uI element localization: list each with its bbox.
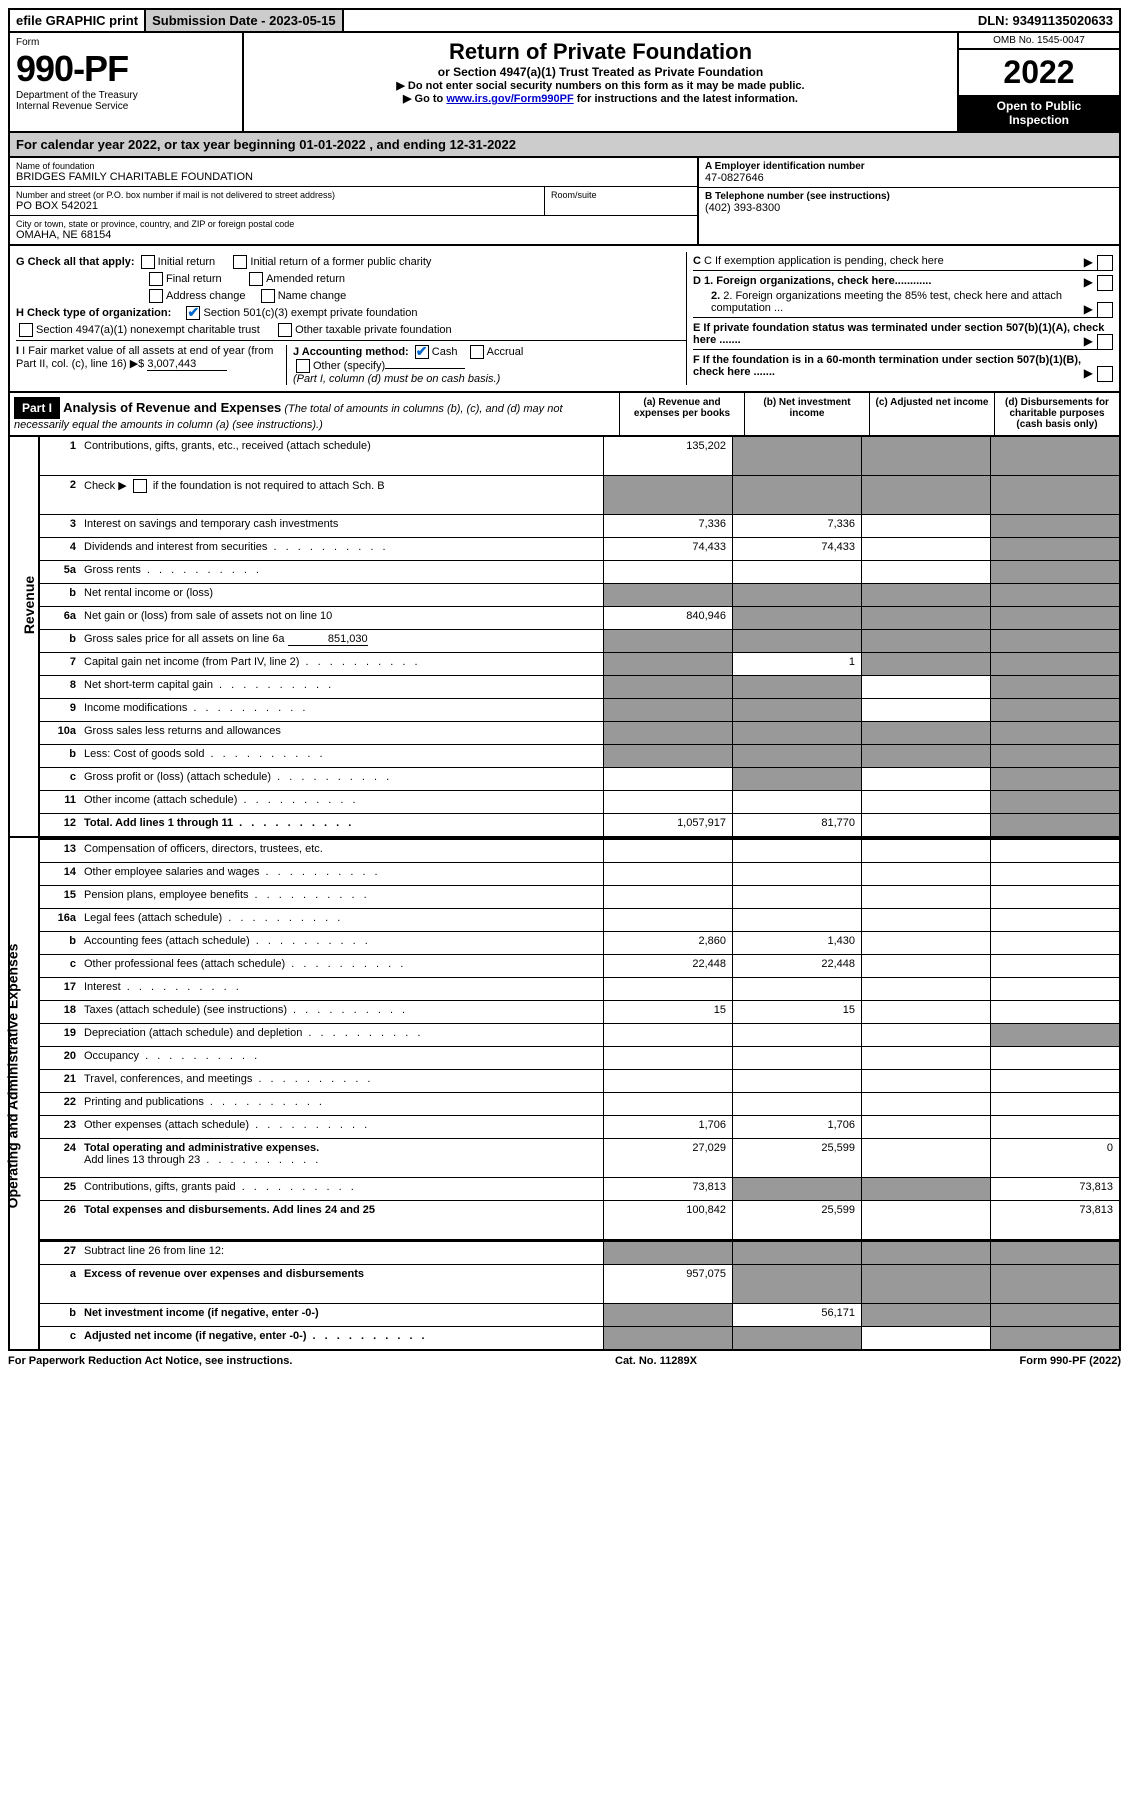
col-a-header: (a) Revenue and expenses per books: [619, 393, 744, 435]
line-d1: D 1. Foreign organizations, check here..…: [693, 270, 1113, 287]
fmv-value: 3,007,443: [147, 358, 227, 371]
footer-mid: Cat. No. 11289X: [615, 1355, 697, 1367]
top-bar: efile GRAPHIC print Submission Date - 20…: [8, 8, 1121, 33]
checkbox-name[interactable]: [261, 289, 275, 303]
checkbox-other-taxable[interactable]: [278, 323, 292, 337]
city-cell: City or town, state or province, country…: [10, 216, 697, 244]
info-right: A Employer identification number 47-0827…: [697, 158, 1119, 244]
form-number: 990-PF: [16, 48, 236, 90]
line-h: H Check type of organization: Section 50…: [16, 306, 686, 320]
checkbox-initial-former[interactable]: [233, 255, 247, 269]
checkbox-4947[interactable]: [19, 323, 33, 337]
checkbox-initial[interactable]: [141, 255, 155, 269]
checkbox-final[interactable]: [149, 272, 163, 286]
checkbox-c[interactable]: [1097, 255, 1113, 271]
checkbox-cash[interactable]: [415, 345, 429, 359]
page-footer: For Paperwork Reduction Act Notice, see …: [8, 1351, 1121, 1371]
side-revenue: Revenue: [10, 437, 40, 836]
header-mid: Return of Private Foundation or Section …: [244, 33, 957, 131]
checkbox-d1[interactable]: [1097, 275, 1113, 291]
checkbox-d2[interactable]: [1097, 302, 1113, 318]
line-ij: I I Fair market value of all assets at e…: [16, 340, 686, 385]
part1-header-row: Part I Analysis of Revenue and Expenses …: [8, 393, 1121, 437]
checkbox-schb[interactable]: [133, 479, 147, 493]
submission-date: Submission Date - 2023-05-15: [146, 10, 344, 31]
checkbox-accrual[interactable]: [470, 345, 484, 359]
checks-left: G Check all that apply: Initial return I…: [16, 252, 686, 385]
line-c: C C If exemption application is pending,…: [693, 255, 1113, 267]
col-b-header: (b) Net investment income: [744, 393, 869, 435]
col-c-header: (c) Adjusted net income: [869, 393, 994, 435]
address-row: Number and street (or P.O. box number if…: [10, 187, 697, 216]
omb-number: OMB No. 1545-0047: [959, 33, 1119, 50]
note-2: ▶ Go to www.irs.gov/Form990PF for instru…: [250, 92, 951, 105]
address-cell: Number and street (or P.O. box number if…: [10, 187, 545, 216]
header-right: OMB No. 1545-0047 2022 Open to Public In…: [957, 33, 1119, 131]
form-title: Return of Private Foundation: [250, 39, 951, 65]
name-cell: Name of foundation BRIDGES FAMILY CHARIT…: [10, 158, 697, 187]
checkbox-e[interactable]: [1097, 334, 1113, 350]
calendar-year-line: For calendar year 2022, or tax year begi…: [8, 133, 1121, 158]
checkbox-f[interactable]: [1097, 366, 1113, 382]
line-d2: 2. 2. Foreign organizations meeting the …: [693, 290, 1113, 314]
part1-desc: Part I Analysis of Revenue and Expenses …: [10, 393, 619, 435]
form-subtitle: or Section 4947(a)(1) Trust Treated as P…: [250, 65, 951, 79]
dept-2: Internal Revenue Service: [16, 101, 236, 112]
checkbox-other-method[interactable]: [296, 359, 310, 373]
foundation-info: Name of foundation BRIDGES FAMILY CHARIT…: [8, 158, 1121, 246]
line-e: E If private foundation status was termi…: [693, 317, 1113, 346]
col-d-header: (d) Disbursements for charitable purpose…: [994, 393, 1119, 435]
line-g: G Check all that apply: Initial return I…: [16, 255, 686, 269]
open-inspection: Open to Public Inspection: [959, 95, 1119, 131]
irs-link[interactable]: www.irs.gov/Form990PF: [446, 93, 573, 105]
tax-year: 2022: [959, 50, 1119, 95]
form-label: Form: [16, 37, 236, 48]
room-cell: Room/suite: [545, 187, 697, 216]
checkbox-501c3[interactable]: [186, 306, 200, 320]
ein-cell: A Employer identification number 47-0827…: [699, 158, 1119, 188]
expenses-table: Operating and Administrative Expenses 13…: [8, 838, 1121, 1351]
note-1: ▶ Do not enter social security numbers o…: [250, 79, 951, 92]
phone-cell: B Telephone number (see instructions) (4…: [699, 188, 1119, 217]
info-left: Name of foundation BRIDGES FAMILY CHARIT…: [10, 158, 697, 244]
part1-label: Part I: [14, 397, 60, 419]
footer-right: Form 990-PF (2022): [1020, 1355, 1121, 1367]
revenue-table: Revenue 1Contributions, gifts, grants, e…: [8, 437, 1121, 838]
dept-1: Department of the Treasury: [16, 90, 236, 101]
checkbox-amended[interactable]: [249, 272, 263, 286]
footer-left: For Paperwork Reduction Act Notice, see …: [8, 1355, 292, 1367]
efile-label: efile GRAPHIC print: [10, 10, 146, 31]
header-left: Form 990-PF Department of the Treasury I…: [10, 33, 244, 131]
checkbox-address[interactable]: [149, 289, 163, 303]
dln-label: DLN: 93491135020633: [972, 10, 1119, 31]
checks-section: G Check all that apply: Initial return I…: [8, 246, 1121, 393]
side-expenses: Operating and Administrative Expenses: [10, 838, 40, 1349]
line-f: F If the foundation is in a 60-month ter…: [693, 349, 1113, 378]
checks-right: C C If exemption application is pending,…: [686, 252, 1113, 385]
form-header: Form 990-PF Department of the Treasury I…: [8, 33, 1121, 133]
